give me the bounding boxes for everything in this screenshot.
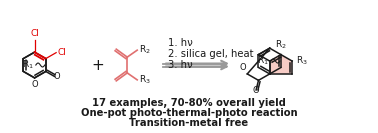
Text: 1. hν: 1. hν bbox=[168, 38, 193, 48]
Text: R$_2$: R$_2$ bbox=[139, 44, 151, 56]
Text: Cl: Cl bbox=[30, 29, 39, 38]
Text: R$_2$: R$_2$ bbox=[275, 38, 287, 51]
Text: R$_3$: R$_3$ bbox=[296, 55, 308, 67]
Text: +: + bbox=[91, 57, 104, 72]
Text: One-pot photo-thermal-photo reaction: One-pot photo-thermal-photo reaction bbox=[81, 108, 297, 118]
Text: O: O bbox=[32, 80, 39, 89]
Text: R$_3$: R$_3$ bbox=[139, 74, 151, 86]
Text: Cl: Cl bbox=[57, 48, 66, 57]
Text: O: O bbox=[54, 72, 60, 81]
Text: R$_1$: R$_1$ bbox=[22, 59, 34, 71]
Text: 2. silica gel, heat: 2. silica gel, heat bbox=[168, 49, 254, 59]
Text: 3. hν: 3. hν bbox=[168, 60, 193, 70]
Text: R$_1$: R$_1$ bbox=[257, 55, 269, 67]
Polygon shape bbox=[270, 55, 292, 74]
Text: Transition-metal free: Transition-metal free bbox=[129, 118, 249, 128]
Text: O: O bbox=[240, 63, 246, 72]
Text: 17 examples, 70-80% overall yield: 17 examples, 70-80% overall yield bbox=[92, 98, 286, 108]
Text: O: O bbox=[252, 86, 259, 95]
